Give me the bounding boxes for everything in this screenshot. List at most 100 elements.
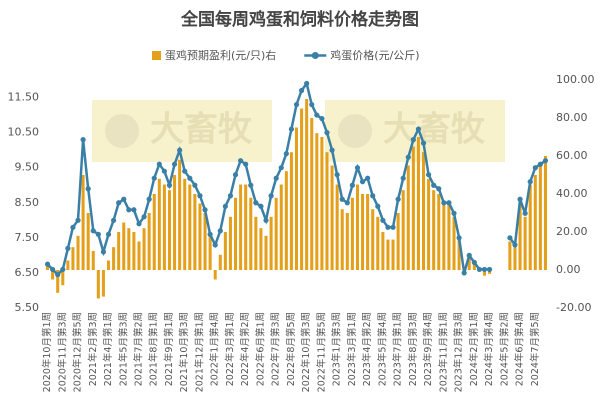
legend-item: 鸡蛋价格(元/公斤) — [304, 48, 420, 62]
x-tick-label: 2024年7月第5周 — [529, 312, 541, 386]
bar — [56, 270, 60, 293]
bar — [457, 235, 461, 270]
line-marker — [324, 130, 330, 136]
line-marker — [329, 147, 335, 153]
x-tick-label: 2022年10月第3周 — [300, 312, 312, 392]
legend-label: 鸡蛋价格(元/公斤) — [330, 48, 419, 62]
bar — [183, 178, 187, 270]
x-tick-label: 2023年7月第1周 — [392, 312, 404, 386]
bar — [406, 165, 410, 270]
line-marker — [227, 193, 234, 199]
bar — [249, 197, 253, 270]
line-marker — [70, 224, 76, 230]
bar — [173, 175, 177, 270]
line-marker — [542, 158, 549, 164]
bar — [112, 247, 116, 270]
bar — [300, 108, 304, 270]
x-tick-label: 2021年10月第3周 — [178, 312, 190, 392]
bar — [147, 213, 151, 270]
bar — [432, 190, 436, 270]
bar — [294, 127, 299, 270]
x-tick-label: 2023年1月第3周 — [331, 312, 343, 386]
bar — [152, 194, 156, 270]
line-marker — [349, 182, 355, 188]
x-tick-label: 2023年11月第1周 — [437, 312, 449, 392]
line-marker — [405, 154, 411, 160]
line-marker — [415, 126, 422, 132]
line-marker — [177, 147, 183, 153]
line-marker — [278, 165, 284, 171]
line-marker — [248, 182, 254, 188]
bar — [350, 197, 354, 270]
line-marker — [527, 179, 533, 185]
x-tick-label: 2022年11月第5周 — [315, 312, 327, 392]
line-marker — [161, 168, 167, 174]
bar — [71, 247, 75, 270]
x-tick-label: 2022年3月第1周 — [224, 312, 236, 386]
bar — [305, 99, 309, 270]
line-marker — [517, 196, 523, 202]
watermark: 大畜牧 — [150, 110, 253, 150]
line-marker — [537, 161, 543, 167]
line-marker — [304, 80, 310, 87]
x-tick-label: 2021年2月第3周 — [87, 312, 99, 386]
line-marker — [121, 196, 127, 202]
y-tick-label: 10.50 — [8, 126, 40, 139]
x-tick-label: 2022年7月第3周 — [270, 312, 282, 386]
bar — [284, 171, 288, 270]
x-tick-label: 2021年5月第3周 — [117, 312, 129, 386]
line-marker — [339, 196, 345, 202]
bar — [127, 228, 131, 270]
line-marker — [258, 203, 264, 209]
line-marker — [375, 203, 381, 209]
bar — [142, 228, 146, 270]
line-marker — [60, 266, 66, 273]
bar — [167, 190, 172, 270]
bar — [61, 270, 65, 286]
y2-tick-label: 80.00 — [556, 111, 588, 124]
line-marker — [171, 161, 178, 167]
line-marker — [288, 126, 295, 132]
x-tick-label: 2020年11月第3周 — [56, 312, 68, 392]
x-tick-label: 2020年12月第5周 — [72, 312, 84, 392]
line-marker — [431, 182, 437, 188]
bar — [101, 270, 105, 297]
line-marker — [222, 203, 228, 209]
line-marker — [436, 186, 442, 192]
bar — [259, 228, 263, 270]
line-marker — [359, 179, 366, 185]
x-tick-label: 2022年8月第5周 — [285, 312, 297, 386]
x-tick-label: 2024年2月第1周 — [468, 312, 480, 386]
y-tick-label: 9.50 — [15, 161, 40, 174]
bar — [157, 178, 161, 270]
x-tick-label: 2020年10月第1周 — [41, 312, 53, 392]
bar — [178, 159, 182, 270]
line-marker — [50, 266, 56, 273]
line-marker — [512, 242, 518, 248]
line-marker — [441, 200, 447, 206]
line-marker — [476, 266, 483, 273]
y-tick-label: 6.50 — [15, 266, 40, 279]
bar — [518, 203, 522, 270]
y-tick-label: 5.50 — [15, 301, 40, 314]
x-tick-label: 2022年4月第2周 — [239, 312, 251, 386]
y2-tick-label: -20.00 — [556, 301, 591, 314]
line-marker — [532, 165, 538, 171]
bar — [452, 216, 456, 270]
x-tick-label: 2024年3月第4周 — [483, 312, 495, 386]
bar — [106, 260, 111, 270]
x-tick-label: 2023年8月第3周 — [407, 312, 419, 386]
bar — [46, 266, 50, 270]
bar — [239, 184, 243, 270]
line-marker — [105, 231, 112, 237]
bar — [472, 260, 476, 270]
y2-tick-label: 40.00 — [556, 187, 588, 200]
bar — [391, 239, 395, 270]
bar — [345, 213, 349, 270]
bar — [533, 175, 537, 270]
x-tick-label: 2023年9月第4周 — [422, 312, 434, 386]
legend-swatch — [311, 52, 319, 59]
bar — [66, 260, 70, 270]
line-marker — [85, 186, 91, 192]
line-marker — [466, 252, 472, 258]
